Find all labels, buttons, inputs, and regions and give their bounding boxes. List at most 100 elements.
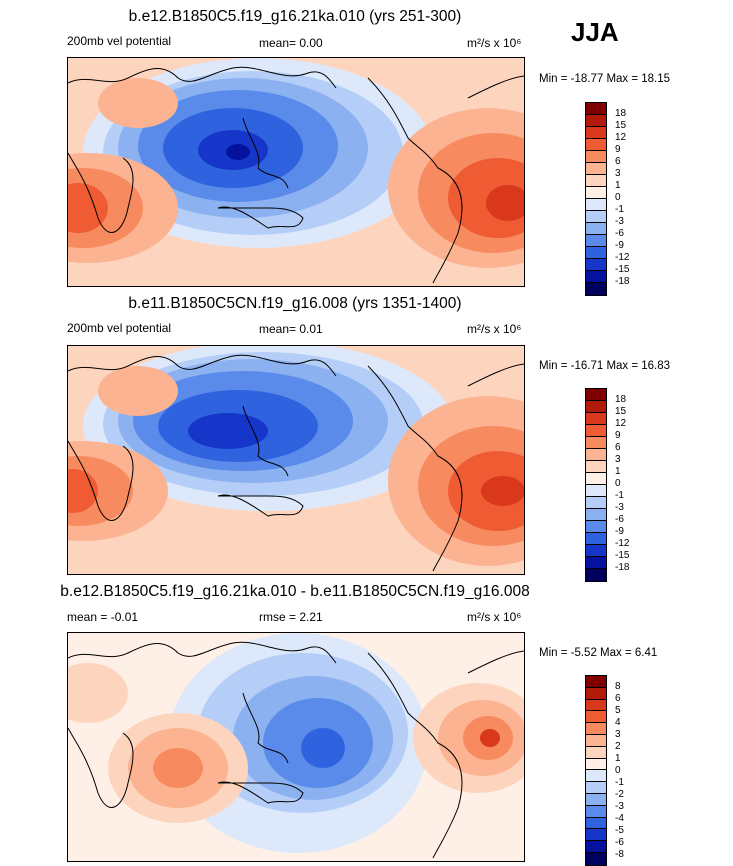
panel-1-colorbar (585, 102, 607, 296)
colorbar-label: -8 (615, 849, 624, 860)
panel-2-units: m²/s x 10⁶ (467, 322, 522, 336)
colorbar-label: -4 (615, 813, 624, 824)
colorbar-cell (586, 389, 606, 401)
colorbar-cell (586, 852, 606, 865)
colorbar-cell (586, 545, 606, 557)
colorbar-cell (586, 734, 606, 747)
panel-2-map (67, 345, 525, 575)
colorbar-cell (586, 199, 606, 211)
panel-1-minmax: Min = -18.77 Max = 18.15 (539, 73, 671, 85)
colorbar-cell (586, 509, 606, 521)
colorbar-cell (586, 569, 606, 581)
colorbar-label: 3 (615, 729, 621, 740)
panel-2-map-field (68, 346, 524, 574)
panel-2-title: b.e11.B1850C5CN.f19_g16.008 (yrs 1351-14… (128, 295, 462, 312)
colorbar-label: -18 (615, 276, 630, 287)
colorbar-label: 9 (615, 430, 621, 441)
colorbar-label: 1 (615, 180, 621, 191)
panel-1-map (67, 57, 525, 287)
colorbar-label: -3 (615, 801, 624, 812)
colorbar-cell (586, 283, 606, 295)
colorbar-label: 12 (615, 418, 627, 429)
colorbar-label: 5 (615, 705, 621, 716)
colorbar-cell (586, 425, 606, 437)
colorbar-label: -15 (615, 550, 630, 561)
colorbar-label: 15 (615, 406, 627, 417)
colorbar-cell (586, 259, 606, 271)
colorbar-label: 9 (615, 144, 621, 155)
colorbar-cell (586, 533, 606, 545)
colorbar-label: 8 (615, 681, 621, 692)
season-label: JJA (571, 17, 619, 47)
panel-2-mean: mean= 0.01 (259, 322, 323, 336)
colorbar-cell (586, 699, 606, 712)
colorbar-label: -1 (615, 204, 624, 215)
colorbar-cell (586, 829, 606, 842)
colorbar-label: 1 (615, 753, 621, 764)
panel-2-minmax: Min = -16.71 Max = 16.83 (539, 360, 671, 372)
colorbar-cell (586, 485, 606, 497)
colorbar-cell (586, 770, 606, 783)
colorbar-label: 0 (615, 192, 621, 203)
colorbar-cell (586, 235, 606, 247)
panel-1-variable: 200mb vel potential (67, 34, 172, 48)
colorbar-label: 1 (615, 466, 621, 477)
colorbar-cell (586, 127, 606, 139)
colorbar-label: -2 (615, 789, 624, 800)
colorbar-cell (586, 758, 606, 771)
colorbar-label: -3 (615, 502, 624, 513)
colorbar-cell (586, 557, 606, 569)
colorbar-cell (586, 449, 606, 461)
panel-3-map (67, 632, 525, 862)
colorbar-label: -1 (615, 777, 624, 788)
panel-3-units: m²/s x 10⁶ (467, 610, 522, 624)
colorbar-label: 12 (615, 132, 627, 143)
panel-1-map-field (68, 58, 524, 286)
colorbar-cell (586, 782, 606, 794)
colorbar-cell (586, 841, 606, 853)
colorbar-label: -3 (615, 216, 624, 227)
colorbar-label: 15 (615, 120, 627, 131)
colorbar-cell (586, 676, 606, 688)
colorbar-label: -12 (615, 538, 630, 549)
panel-3-mean: mean = -0.01 (67, 610, 139, 624)
colorbar-cell (586, 139, 606, 151)
panel-3-minmax: Min = -5.52 Max = 6.41 (539, 647, 658, 659)
colorbar-cell (586, 187, 606, 199)
colorbar-cell (586, 521, 606, 533)
panel-3-map-field (68, 633, 524, 861)
colorbar-cell (586, 805, 606, 818)
colorbar-label: -6 (615, 514, 624, 525)
colorbar-label: 0 (615, 478, 621, 489)
panel-3-title: b.e12.B1850C5.f19_g16.21ka.010 - b.e11.B… (60, 583, 530, 600)
colorbar-cell (586, 497, 606, 509)
panel-1-mean: mean= 0.00 (259, 36, 323, 50)
colorbar-label: 18 (615, 394, 627, 405)
colorbar-label: 6 (615, 156, 621, 167)
panel-2-colorbar (585, 388, 607, 582)
colorbar-cell (586, 461, 606, 473)
colorbar-cell (586, 473, 606, 485)
colorbar-cell (586, 103, 606, 115)
colorbar-cell (586, 437, 606, 449)
colorbar-label: -12 (615, 252, 630, 263)
colorbar-cell (586, 711, 606, 724)
panel-3-rmse: rmse = 2.21 (259, 610, 323, 624)
colorbar-label: -1 (615, 490, 624, 501)
colorbar-cell (586, 401, 606, 413)
colorbar-label: 6 (615, 442, 621, 453)
colorbar-label: -6 (615, 837, 624, 848)
colorbar-cell (586, 817, 606, 830)
colorbar-label: 0 (615, 765, 621, 776)
colorbar-cell (586, 271, 606, 283)
colorbar-label: -15 (615, 264, 630, 275)
colorbar-cell (586, 175, 606, 187)
colorbar-label: -18 (615, 562, 630, 573)
colorbar-label: -5 (615, 825, 624, 836)
panel-2-variable: 200mb vel potential (67, 321, 172, 335)
colorbar-cell (586, 723, 606, 735)
panel-1-title: b.e12.B1850C5.f19_g16.21ka.010 (yrs 251-… (128, 8, 462, 25)
panel-3-colorbar (585, 675, 607, 866)
colorbar-cell (586, 746, 606, 759)
colorbar-label: 2 (615, 741, 621, 752)
